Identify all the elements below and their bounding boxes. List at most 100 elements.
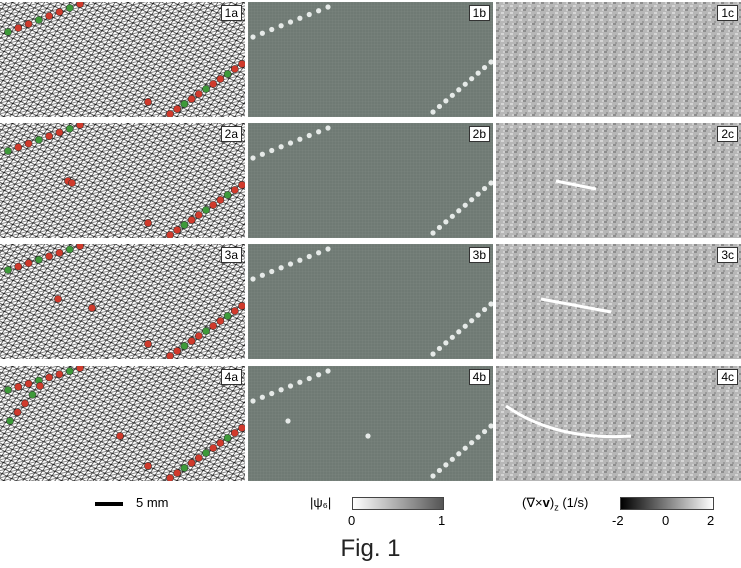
defect-marker [209,201,218,209]
bright-bead [325,246,331,252]
defect-marker [13,408,22,417]
bright-bead [443,340,449,346]
bright-bead [278,23,284,29]
defect-marker [166,474,174,481]
defect-marker [194,454,203,462]
vorticity-map-image [496,123,741,238]
panel-label: 1a [220,5,242,21]
panel-2b: 2b [248,123,493,238]
bright-bead [456,208,462,214]
defect-marker [24,139,33,148]
panel-2c: 2c [496,123,741,238]
defect-marker [4,147,12,155]
defect-marker [4,386,12,394]
vorticity-label-close: ) [549,495,555,510]
bright-bead [306,132,312,139]
defect-marker [223,434,232,442]
defect-marker [166,231,174,238]
defect-marker [223,70,232,78]
panel-label: 1c [717,5,738,21]
bright-bead [278,144,284,150]
defect-marker [216,196,225,204]
defect-marker [180,100,189,108]
bright-bead [443,462,449,468]
vorticity-colorbar-mid: 0 [662,513,670,528]
bright-bead [456,329,462,335]
bright-bead [259,272,265,278]
bright-bead [462,445,468,451]
defect-marker [24,259,33,267]
vorticity-streak [555,179,597,191]
defect-marker [88,304,96,312]
defect-marker [166,352,174,359]
bright-bead [443,219,449,225]
bright-bead [481,306,488,313]
bright-bead [430,473,436,479]
bright-bead [475,70,481,76]
bright-bead [325,368,331,374]
defect-marker [166,110,174,117]
defect-marker [65,245,74,254]
defect-marker [202,449,210,457]
bright-bead [297,15,303,21]
bright-bead [297,379,303,385]
defect-marker [68,179,76,187]
vorticity-label-v: v [542,495,550,510]
bright-bead [325,125,331,131]
psi6-colorbar-max: 1 [438,513,446,528]
defect-marker [35,136,43,144]
bright-bead [488,301,493,307]
bright-bead [481,185,488,192]
defect-marker [55,249,64,257]
defect-marker [144,462,152,470]
vorticity-streak [540,297,612,314]
scale-bar-label: 5 mm [136,495,169,510]
bright-bead [287,19,294,25]
defect-marker [187,337,196,345]
bright-bead [436,467,443,474]
vorticity-colorbar-min: -2 [612,513,624,528]
defect-marker [223,191,232,199]
panel-label: 4b [468,369,490,385]
bright-bead [269,26,275,33]
defect-marker [76,244,84,250]
panel-3b: 3b [248,244,493,359]
bright-bead [449,334,455,340]
defect-marker [4,28,12,36]
defect-marker [238,181,245,189]
bright-bead [449,456,455,462]
defect-marker [76,366,84,372]
defect-marker [209,80,218,88]
scale-bar [95,502,123,506]
defect-marker [180,342,189,350]
defect-marker [4,266,12,274]
defect-marker [187,459,196,467]
defect-marker [144,219,152,227]
bright-bead [306,11,312,18]
bright-bead [250,276,256,282]
psi6-map-image [248,244,493,359]
defect-marker [173,469,182,477]
bright-bead [488,59,493,65]
defect-marker [173,347,182,355]
defect-marker [45,252,53,261]
bright-bead [250,398,256,404]
defect-marker [55,8,64,16]
defect-marker [223,312,232,320]
bright-bead [481,428,488,435]
panel-label: 3b [468,247,490,263]
bright-bead [436,345,443,352]
vorticity-colorbar-label: (∇×v)z (1/s) [522,495,588,513]
panel-label: 4a [220,369,242,385]
lattice-image [0,2,245,117]
psi6-colorbar-label: |ψ₆| [310,495,332,510]
bright-bead [443,98,449,104]
defect-marker [187,216,196,224]
bright-bead [436,103,443,110]
defect-marker [238,60,245,68]
defect-marker [28,390,37,399]
bright-bead [456,87,462,93]
psi6-map-image [248,366,493,481]
bright-bead [259,30,265,36]
defect-marker [216,439,225,447]
